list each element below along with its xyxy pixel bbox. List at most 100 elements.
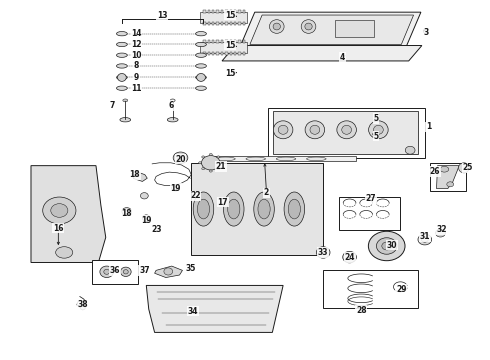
Ellipse shape [196, 64, 206, 68]
Text: 19: 19 [171, 184, 181, 193]
Ellipse shape [373, 125, 383, 134]
Text: 26: 26 [429, 167, 440, 176]
Ellipse shape [120, 118, 131, 122]
Bar [212, 22, 215, 25]
Bar [230, 52, 232, 55]
Text: 2: 2 [264, 188, 269, 197]
Ellipse shape [43, 197, 76, 224]
Bar [217, 22, 219, 25]
Bar [243, 22, 245, 25]
Ellipse shape [196, 75, 206, 80]
Ellipse shape [342, 125, 351, 134]
Ellipse shape [197, 199, 210, 219]
Bar [225, 40, 228, 42]
Ellipse shape [273, 23, 280, 30]
Polygon shape [273, 111, 418, 154]
Ellipse shape [143, 215, 150, 221]
Text: 22: 22 [190, 191, 200, 200]
Text: 1: 1 [426, 122, 431, 131]
Ellipse shape [177, 155, 184, 161]
Ellipse shape [310, 125, 320, 134]
Ellipse shape [100, 266, 114, 278]
Text: 20: 20 [175, 155, 186, 164]
Text: 38: 38 [77, 300, 88, 309]
Text: 18: 18 [129, 171, 140, 180]
Ellipse shape [418, 234, 432, 245]
Text: 24: 24 [344, 253, 355, 262]
Ellipse shape [368, 121, 388, 139]
Ellipse shape [278, 125, 288, 134]
Bar [230, 22, 232, 25]
Text: 30: 30 [386, 241, 397, 250]
Ellipse shape [376, 238, 397, 254]
Ellipse shape [196, 53, 206, 57]
Ellipse shape [436, 229, 445, 237]
Ellipse shape [209, 153, 212, 156]
Bar [217, 52, 219, 55]
Bar [217, 40, 219, 42]
Ellipse shape [141, 193, 148, 199]
Ellipse shape [202, 167, 205, 170]
Ellipse shape [80, 306, 85, 310]
Ellipse shape [173, 152, 188, 163]
Ellipse shape [117, 32, 127, 36]
Text: 6: 6 [168, 101, 173, 110]
Text: 35: 35 [185, 265, 196, 274]
Bar [221, 40, 223, 42]
Ellipse shape [196, 42, 206, 46]
Text: 27: 27 [366, 194, 376, 203]
Ellipse shape [51, 204, 68, 217]
Ellipse shape [270, 20, 284, 33]
Ellipse shape [123, 270, 128, 274]
Bar [208, 40, 210, 42]
Text: 36: 36 [110, 266, 120, 275]
Bar [200, 12, 246, 23]
Bar [239, 22, 241, 25]
Bar [323, 270, 418, 309]
Polygon shape [147, 285, 283, 332]
Ellipse shape [196, 32, 206, 36]
Ellipse shape [284, 192, 305, 226]
Bar [243, 40, 245, 42]
Ellipse shape [343, 251, 356, 263]
Ellipse shape [117, 64, 127, 68]
Bar [239, 40, 241, 42]
Ellipse shape [198, 162, 201, 164]
Bar [243, 10, 245, 13]
Bar [203, 40, 206, 42]
Ellipse shape [223, 192, 244, 226]
Bar [203, 52, 206, 55]
Text: 10: 10 [131, 51, 142, 60]
Bar [212, 52, 215, 55]
Ellipse shape [216, 157, 235, 161]
Text: 21: 21 [215, 162, 226, 171]
Bar [239, 10, 241, 13]
Bar [243, 52, 245, 55]
Ellipse shape [288, 199, 300, 219]
Ellipse shape [337, 121, 356, 139]
Bar [335, 20, 374, 37]
Bar [221, 10, 223, 13]
Bar [225, 52, 228, 55]
Ellipse shape [193, 192, 214, 226]
Ellipse shape [301, 20, 316, 33]
Ellipse shape [117, 86, 127, 90]
Ellipse shape [172, 185, 179, 191]
Polygon shape [240, 12, 421, 46]
Ellipse shape [317, 247, 330, 258]
Ellipse shape [258, 199, 270, 219]
Text: 16: 16 [53, 224, 64, 233]
Ellipse shape [123, 99, 128, 102]
Ellipse shape [307, 157, 326, 161]
Text: 9: 9 [134, 73, 139, 82]
Ellipse shape [447, 182, 454, 187]
Ellipse shape [305, 121, 325, 139]
Ellipse shape [118, 73, 126, 81]
Ellipse shape [421, 237, 428, 242]
Text: 15: 15 [225, 41, 236, 50]
Ellipse shape [104, 269, 110, 274]
Bar [215, 156, 356, 161]
Ellipse shape [117, 42, 127, 46]
Ellipse shape [220, 162, 223, 164]
Bar [230, 40, 232, 42]
